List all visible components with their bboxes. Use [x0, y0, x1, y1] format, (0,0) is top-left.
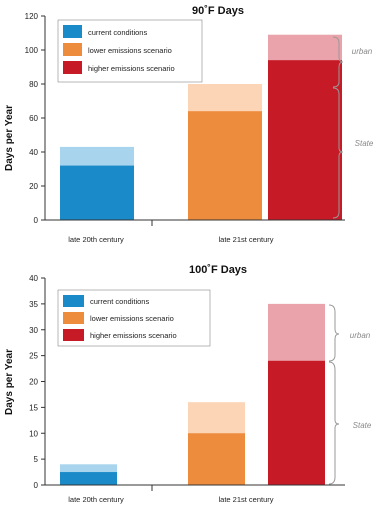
bar-lower-state — [188, 433, 245, 485]
brace-label-state: State — [355, 139, 374, 148]
y-tick-label: 20 — [29, 378, 38, 387]
y-tick-label: 15 — [29, 403, 38, 412]
category-label-late-21st: late 21st century — [218, 235, 273, 244]
legend-swatch-current — [63, 25, 82, 38]
legend-swatch-higher — [63, 329, 84, 341]
y-tick-label: 30 — [29, 326, 38, 335]
y-axis-label: Days per Year — [4, 105, 15, 171]
brace-label-urban: urban — [350, 331, 371, 340]
y-tick-label: 80 — [29, 80, 38, 89]
y-tick-label: 5 — [34, 455, 39, 464]
brace-label-state: State — [353, 421, 372, 430]
legend-label-lower: lower emissions scenario — [88, 46, 172, 55]
y-tick-label: 0 — [34, 481, 39, 490]
category-label-late-20th: late 20th century — [68, 495, 124, 504]
urban-brace — [332, 36, 344, 88]
chart-90f-days: 90˚F Days Days per Year 020406080100120 … — [4, 5, 374, 244]
bar-higher-state — [268, 60, 342, 221]
y-tick-label: 35 — [29, 300, 38, 309]
legend: current conditions lower emissions scena… — [57, 19, 203, 83]
legend-label-higher: higher emissions scenario — [90, 331, 177, 340]
category-label-late-20th: late 20th century — [68, 235, 124, 244]
y-tick-label: 20 — [29, 182, 38, 191]
bar-lower-state — [188, 111, 262, 220]
y-tick-label: 100 — [25, 46, 39, 55]
category-label-late-21st: late 21st century — [218, 495, 273, 504]
legend-swatch-lower — [63, 43, 82, 56]
legend-label-current: current conditions — [88, 28, 147, 37]
y-tick-label: 60 — [29, 114, 38, 123]
brace-label-urban: urban — [352, 47, 373, 56]
state-brace — [332, 87, 344, 219]
y-tick-label: 10 — [29, 429, 38, 438]
legend-swatch-higher — [63, 61, 82, 74]
urban-brace — [328, 304, 340, 362]
y-tick-label: 25 — [29, 352, 38, 361]
legend-swatch-lower — [63, 312, 84, 324]
legend: current conditions lower emissions scena… — [57, 289, 211, 347]
legend-label-lower: lower emissions scenario — [90, 314, 174, 323]
state-brace — [328, 361, 340, 485]
legend-label-current: current conditions — [90, 297, 149, 306]
y-tick-label: 40 — [29, 148, 38, 157]
bar-current-state — [60, 165, 134, 220]
chart-100f-days: 100˚F Days Days per Year 0 5 10 15 20 25 30 35 4… — [4, 264, 372, 504]
bar-current-state — [60, 472, 117, 485]
bar-higher-state — [268, 360, 325, 485]
chart-title: 100˚F Days — [189, 264, 247, 276]
legend-swatch-current — [63, 295, 84, 307]
y-tick-label: 40 — [29, 274, 38, 283]
y-tick-label: 0 — [34, 216, 39, 225]
y-axis-label: Days per Year — [4, 349, 15, 415]
y-tick-label: 120 — [25, 12, 39, 21]
chart-title: 90˚F Days — [192, 5, 244, 17]
legend-label-higher: higher emissions scenario — [88, 64, 175, 73]
